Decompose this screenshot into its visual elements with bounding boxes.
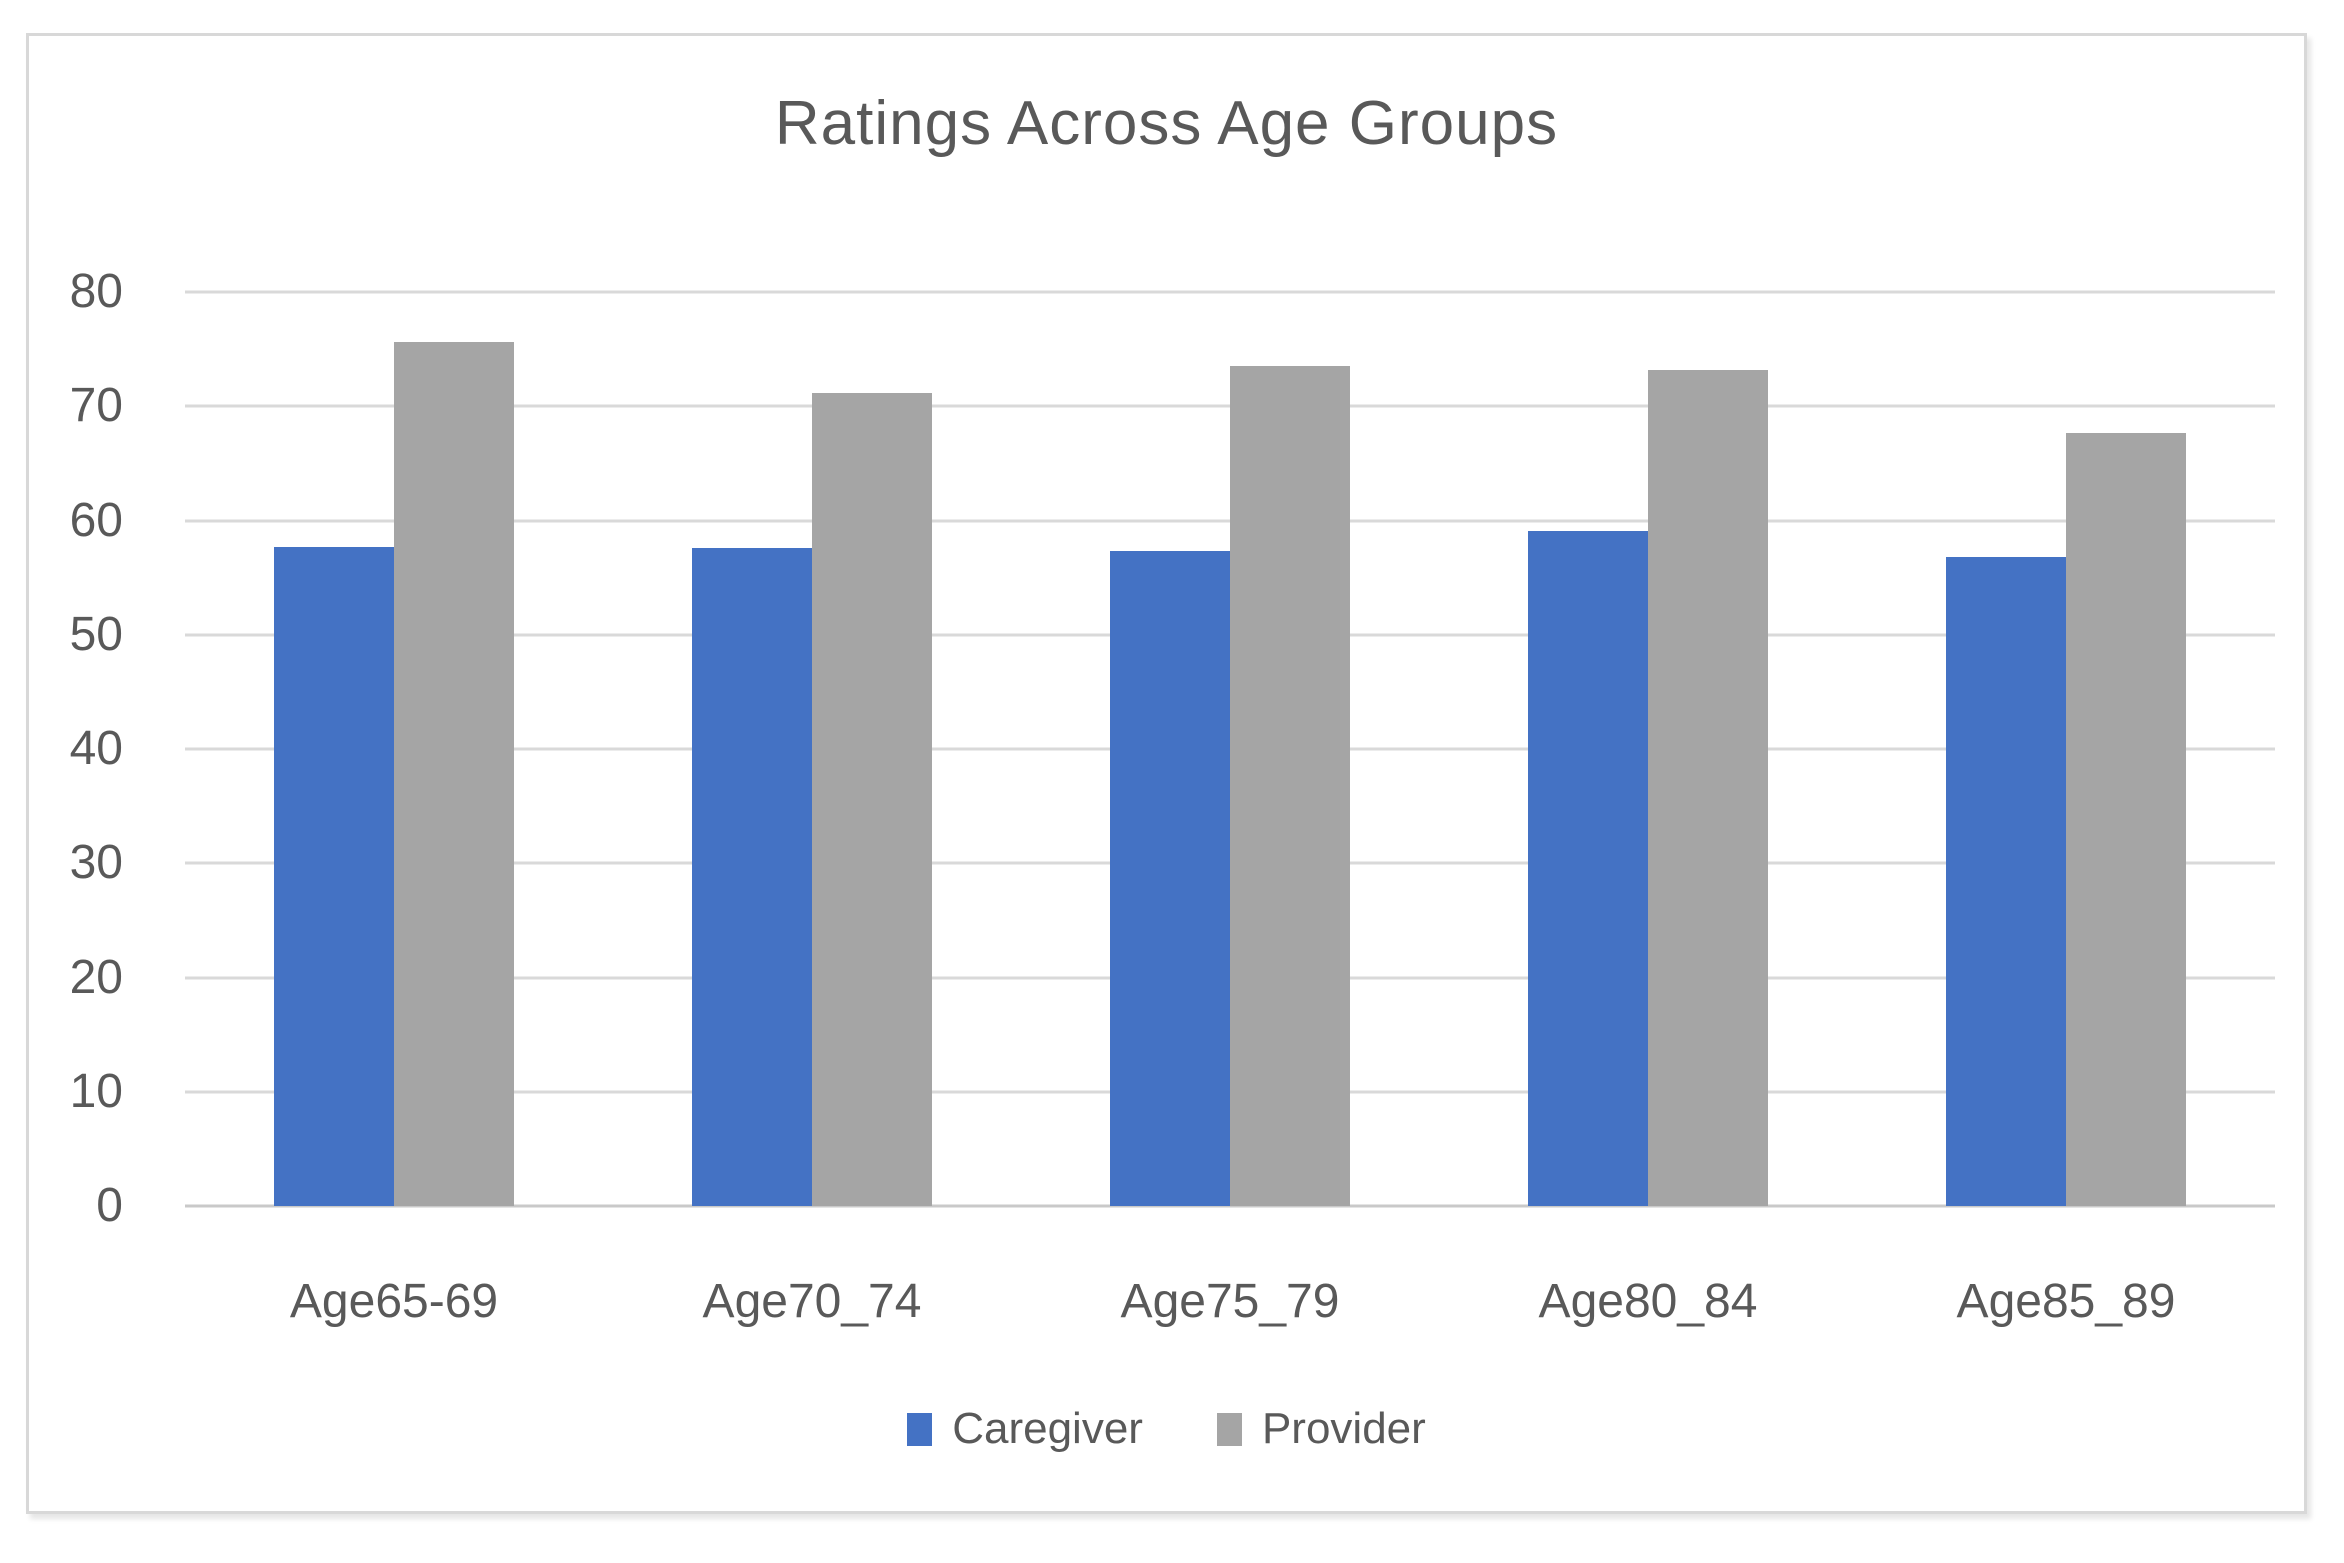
bar-caregiver-age70_74	[692, 547, 812, 1206]
bar-provider-age65-69	[394, 342, 514, 1206]
bar-caregiver-age75_79	[1110, 551, 1230, 1206]
legend-item-caregiver: Caregiver	[907, 1404, 1143, 1454]
y-tick-label-0: 0	[96, 1179, 123, 1232]
y-tick-label-10: 10	[69, 1064, 123, 1118]
y-axis: 0 10 20 30 40 50 60 70 80	[29, 268, 123, 1230]
y-tick-label-20: 20	[69, 950, 123, 1004]
bar-group-age75_79	[1021, 292, 1439, 1206]
bar-caregiver-age80_84	[1528, 530, 1648, 1206]
chart-frame: Ratings Across Age Groups 0 10 20 30 40 50 60 7…	[26, 33, 2307, 1514]
legend-item-provider: Provider	[1216, 1404, 1426, 1454]
bar-caregiver-age65-69	[274, 546, 394, 1206]
x-tick-label-age80_84: Age80_84	[1538, 1275, 1758, 1328]
bar-group-age65-69	[185, 292, 603, 1206]
bar-group-age85_89	[1857, 292, 2275, 1206]
x-tick-label-age85_89: Age85_89	[1956, 1275, 2176, 1328]
gridline-80	[185, 290, 2275, 294]
y-tick-label-60: 60	[69, 493, 123, 547]
bar-group-age80_84	[1439, 292, 1857, 1206]
bar-provider-age75_79	[1230, 366, 1350, 1206]
y-tick-label-30: 30	[69, 836, 123, 890]
y-tick-label-70: 70	[69, 379, 123, 433]
y-tick-label-80: 80	[69, 265, 123, 318]
y-tick-label-50: 50	[69, 607, 123, 661]
bar-provider-age80_84	[1648, 369, 1768, 1206]
bar-provider-age70_74	[812, 392, 932, 1206]
legend-swatch-caregiver	[907, 1412, 933, 1446]
legend-label-caregiver: Caregiver	[952, 1404, 1143, 1453]
bar-caregiver-age85_89	[1946, 557, 2066, 1206]
bar-provider-age85_89	[2066, 432, 2186, 1206]
x-tick-label-age75_79: Age75_79	[1120, 1275, 1340, 1328]
x-tick-label-age70_74: Age70_74	[702, 1275, 922, 1328]
bar-group-age70_74	[603, 292, 1021, 1206]
chart-title: Ratings Across Age Groups	[774, 89, 1559, 158]
x-tick-label-age65-69: Age65-69	[289, 1275, 499, 1328]
x-axis-line	[185, 1204, 2275, 1208]
legend-label-provider: Provider	[1261, 1404, 1426, 1453]
x-axis: Age65-69 Age70_74 Age75_79 Age80_84 Age85_89	[185, 1274, 2275, 1344]
plot-area	[185, 290, 2275, 1208]
legend: Caregiver Provider	[29, 1404, 2304, 1454]
y-tick-label-40: 40	[69, 722, 123, 775]
legend-swatch-provider	[1216, 1412, 1242, 1446]
